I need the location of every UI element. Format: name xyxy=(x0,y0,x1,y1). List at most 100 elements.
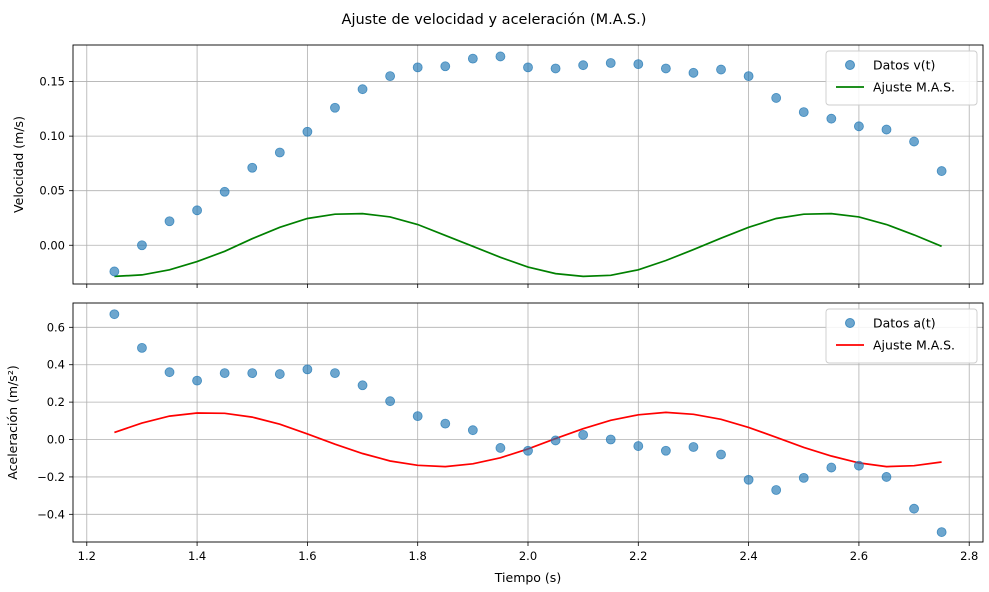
velocity-x-ticks xyxy=(86,284,970,288)
y-tick-label: −0.2 xyxy=(37,470,65,484)
acceleration-data-point xyxy=(495,443,506,453)
y-tick-label: 0.6 xyxy=(47,320,65,334)
velocity-legend-label: Ajuste M.A.S. xyxy=(873,80,955,95)
acceleration-data-point xyxy=(909,503,919,514)
x-tick-label: 2.4 xyxy=(739,549,757,563)
x-tick-label: 1.2 xyxy=(78,549,96,563)
velocity-data-point xyxy=(330,102,340,113)
y-tick-label: 0.05 xyxy=(39,184,65,198)
velocity-plot: 0.00 0.05 0.10 0.15 Velocidad (m/s) Datos v… xyxy=(11,44,984,288)
velocity-data-point xyxy=(660,63,671,74)
y-tick-label: 0.0 xyxy=(47,433,65,447)
acceleration-data-point xyxy=(578,429,589,440)
velocity-y-axis-label: Velocidad (m/s) xyxy=(11,116,26,213)
velocity-fit-line xyxy=(114,212,942,278)
velocity-legend-label: Datos v(t) xyxy=(873,58,935,73)
velocity-data-point xyxy=(909,136,919,147)
acceleration-data-point xyxy=(247,368,258,379)
acceleration-legend-label: Datos a(t) xyxy=(873,316,936,331)
acceleration-data-point xyxy=(274,369,285,379)
velocity-data-point xyxy=(440,61,451,72)
acceleration-data-point xyxy=(743,474,754,485)
y-tick-label: 0.15 xyxy=(39,75,65,89)
velocity-data-point xyxy=(357,84,368,95)
acceleration-data-point xyxy=(798,472,809,483)
y-tick-label: −0.4 xyxy=(37,507,65,521)
acceleration-data-point xyxy=(716,449,726,460)
acceleration-data-point xyxy=(164,367,175,378)
acceleration-data-point xyxy=(109,309,120,320)
x-tick-label: 2.0 xyxy=(519,549,537,563)
acceleration-data-point xyxy=(330,368,340,379)
velocity-data-point xyxy=(743,71,754,82)
velocity-data-point xyxy=(385,71,396,82)
acceleration-data-point xyxy=(192,375,202,386)
acceleration-data-layer xyxy=(109,309,947,537)
velocity-data-point xyxy=(467,53,478,64)
acceleration-y-axis-label: Aceleración (m/s²) xyxy=(5,365,20,479)
acceleration-data-point xyxy=(219,368,230,379)
acceleration-data-point xyxy=(771,485,782,495)
acceleration-data-point xyxy=(826,462,837,473)
velocity-data-point xyxy=(219,186,230,197)
acceleration-data-point xyxy=(660,445,671,456)
acceleration-y-ticks: −0.4 −0.2 0.0 0.2 0.4 0.6 xyxy=(37,320,73,521)
velocity-data-point xyxy=(798,107,809,118)
velocity-data-point xyxy=(274,147,285,158)
velocity-legend: Datos v(t) Ajuste M.A.S. xyxy=(825,50,978,106)
acceleration-data-point xyxy=(357,380,368,391)
acceleration-legend: Datos a(t) Ajuste M.A.S. xyxy=(825,308,978,364)
velocity-data-point xyxy=(192,205,202,216)
acceleration-legend-box xyxy=(825,308,978,364)
acceleration-x-ticks: 1.2 1.4 1.6 1.8 2.0 2.2 2.4 2.6 2.8 xyxy=(78,542,978,563)
velocity-data-point xyxy=(936,166,947,176)
x-tick-label: 1.6 xyxy=(298,549,316,563)
x-tick-label: 1.8 xyxy=(409,549,427,563)
x-tick-label: 2.8 xyxy=(960,549,978,563)
acceleration-data-point xyxy=(137,342,147,353)
acceleration-data-point xyxy=(523,445,533,456)
acceleration-data-point xyxy=(412,411,423,422)
velocity-data-point xyxy=(109,266,120,277)
velocity-legend-marker xyxy=(845,60,855,70)
acceleration-data-point xyxy=(633,441,644,451)
velocity-data-point xyxy=(164,216,175,227)
acceleration-data-point xyxy=(605,434,616,445)
acceleration-data-point xyxy=(854,460,864,471)
acceleration-data-point xyxy=(440,418,451,429)
y-tick-label: 0.00 xyxy=(39,238,65,252)
velocity-data-point xyxy=(716,64,726,75)
acceleration-x-axis-label: Tiempo (s) xyxy=(494,570,561,585)
velocity-legend-box xyxy=(825,50,978,106)
velocity-data-point xyxy=(495,51,506,62)
x-tick-label: 2.2 xyxy=(629,549,647,563)
y-tick-label: 0.4 xyxy=(47,358,65,372)
velocity-data-point xyxy=(550,63,561,74)
acceleration-legend-label: Ajuste M.A.S. xyxy=(873,338,955,353)
acceleration-data-point xyxy=(550,435,561,446)
acceleration-legend-marker xyxy=(845,318,855,328)
acceleration-data-point xyxy=(688,442,699,452)
x-tick-label: 2.6 xyxy=(850,549,868,563)
velocity-data-point xyxy=(247,162,258,173)
velocity-data-point xyxy=(633,59,644,69)
x-tick-label: 1.4 xyxy=(188,549,206,563)
acceleration-plot: 1.2 1.4 1.6 1.8 2.0 2.2 2.4 2.6 2.8 −0.4 −0.2 0.0 0… xyxy=(5,302,984,585)
velocity-data-point xyxy=(881,124,892,135)
acceleration-data-point xyxy=(467,425,478,436)
velocity-data-point xyxy=(137,240,147,251)
acceleration-data-point xyxy=(881,472,892,482)
acceleration-data-point xyxy=(385,396,396,407)
velocity-data-layer xyxy=(109,51,947,277)
velocity-data-point xyxy=(854,121,864,132)
figure-title: Ajuste de velocidad y aceleración (M.A.S… xyxy=(342,12,647,28)
velocity-data-point xyxy=(302,126,313,137)
velocity-data-point xyxy=(826,113,837,124)
velocity-data-point xyxy=(688,67,699,78)
velocity-data-point xyxy=(605,58,616,68)
y-tick-label: 0.2 xyxy=(47,395,65,409)
velocity-data-point xyxy=(412,62,423,73)
velocity-data-point xyxy=(578,60,589,71)
velocity-fit-layer xyxy=(114,212,942,278)
